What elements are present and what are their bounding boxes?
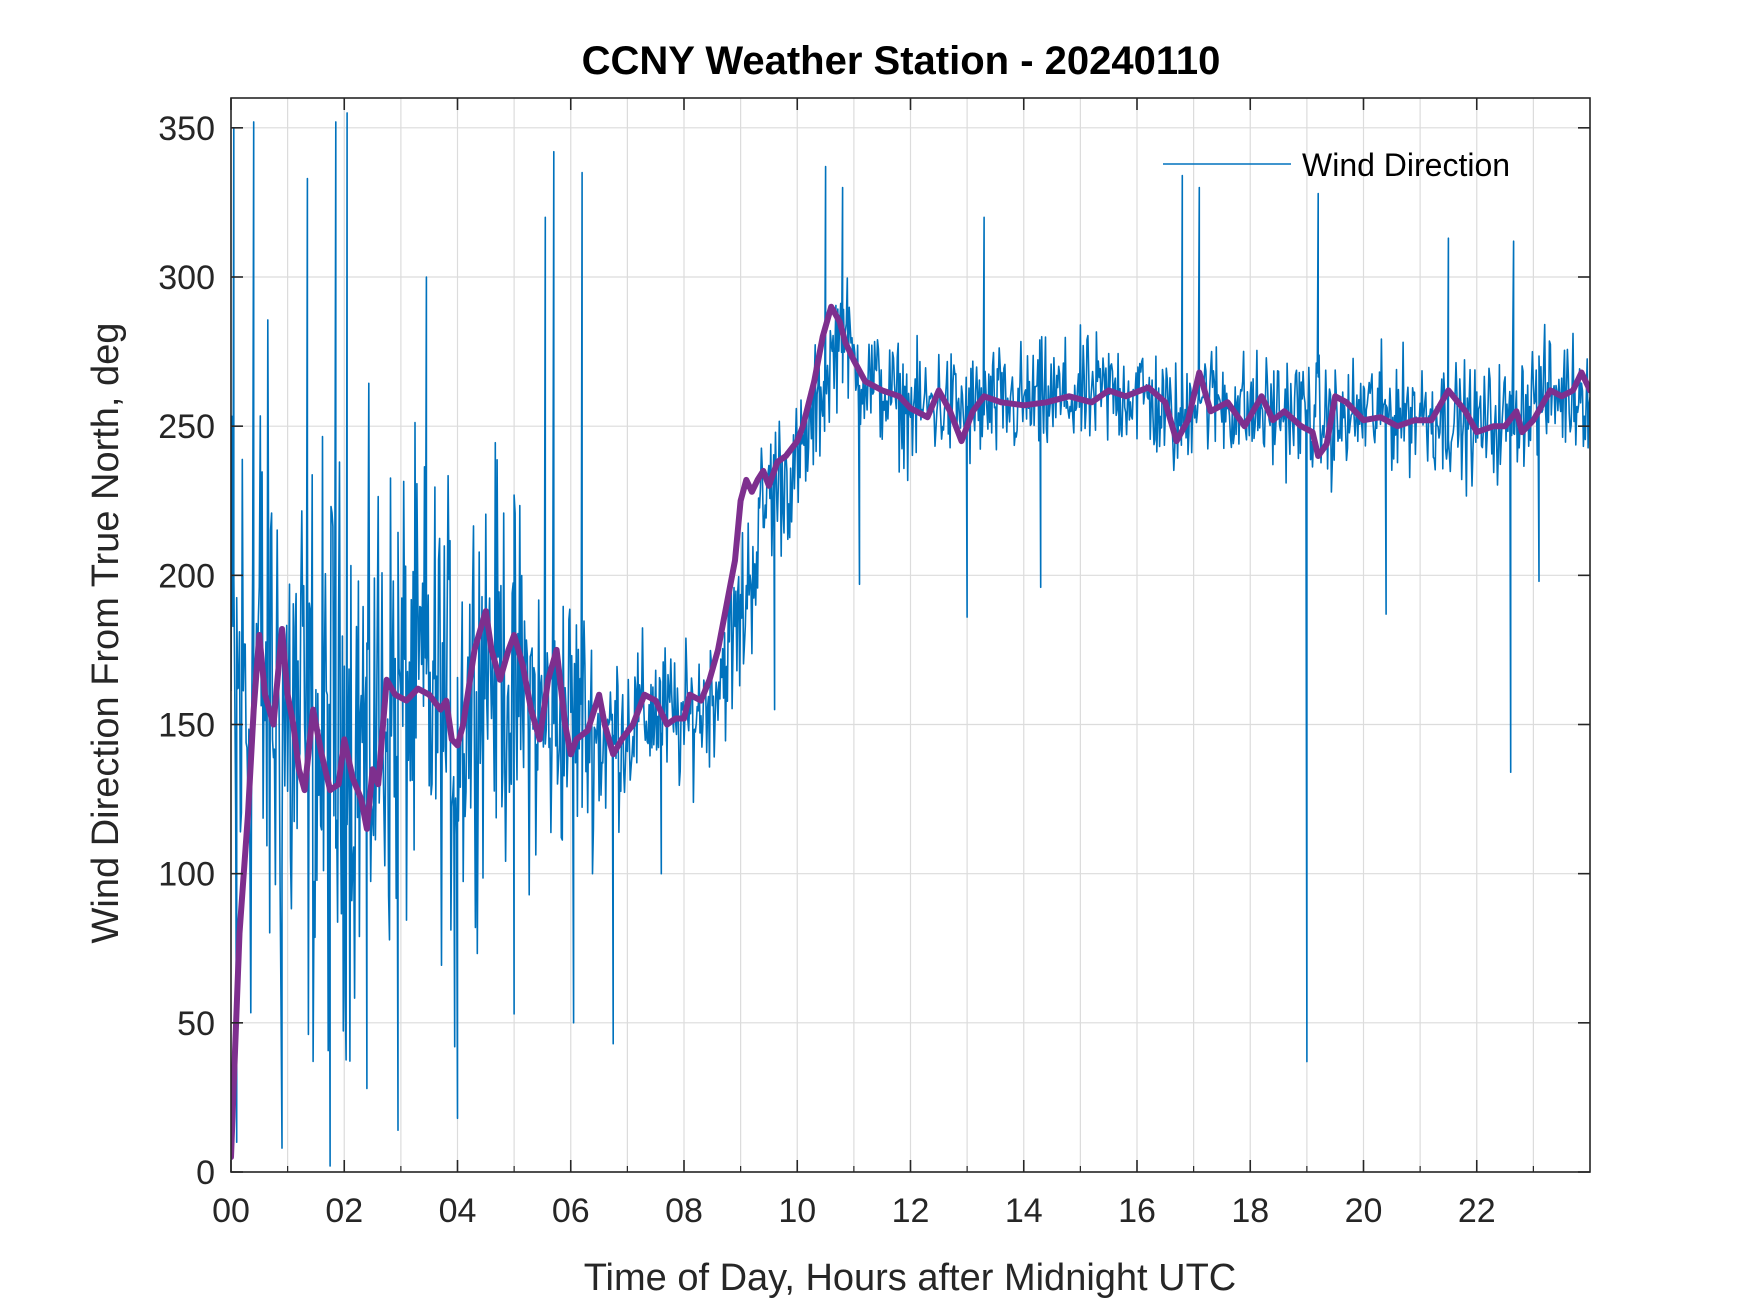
y-tick-label: 200	[158, 557, 215, 595]
legend: Wind Direction	[1163, 147, 1510, 183]
y-tick-label: 300	[158, 259, 215, 297]
x-tick-label: 14	[1005, 1192, 1043, 1230]
y-tick-label: 250	[158, 408, 215, 446]
y-tick-label: 0	[196, 1154, 215, 1192]
y-tick-label: 150	[158, 707, 215, 745]
x-tick-label: 10	[778, 1192, 816, 1230]
y-tick-label: 350	[158, 110, 215, 148]
series-line-wind-direction	[231, 112, 1590, 1167]
chart-title: CCNY Weather Station - 20240110	[582, 39, 1221, 83]
y-tick-label: 50	[177, 1005, 215, 1043]
x-tick-label: 12	[892, 1192, 930, 1230]
axis-ticks	[230, 98, 1590, 1173]
y-axis-label: Wind Direction From True North, deg	[85, 323, 127, 944]
x-axis-label: Time of Day, Hours after Midnight UTC	[584, 1257, 1237, 1299]
x-tick-label: 20	[1345, 1192, 1383, 1230]
x-tick-label: 08	[665, 1192, 703, 1230]
y-tick-labels: 0 50 100 150 200 250 300 350	[158, 110, 215, 1192]
x-tick-labels: 00 02 04 06 08 10 12 14 16 18 20 22	[212, 1192, 1496, 1230]
x-tick-label: 22	[1458, 1192, 1496, 1230]
x-tick-label: 16	[1118, 1192, 1156, 1230]
series-line-moving-average	[231, 303, 1590, 1161]
x-tick-label: 18	[1231, 1192, 1269, 1230]
x-tick-label: 02	[325, 1192, 363, 1230]
x-tick-label: 00	[212, 1192, 250, 1230]
y-tick-label: 100	[158, 856, 215, 894]
x-tick-label: 04	[439, 1192, 477, 1230]
x-tick-label: 06	[552, 1192, 590, 1230]
legend-entry-wind-direction: Wind Direction	[1302, 147, 1510, 183]
